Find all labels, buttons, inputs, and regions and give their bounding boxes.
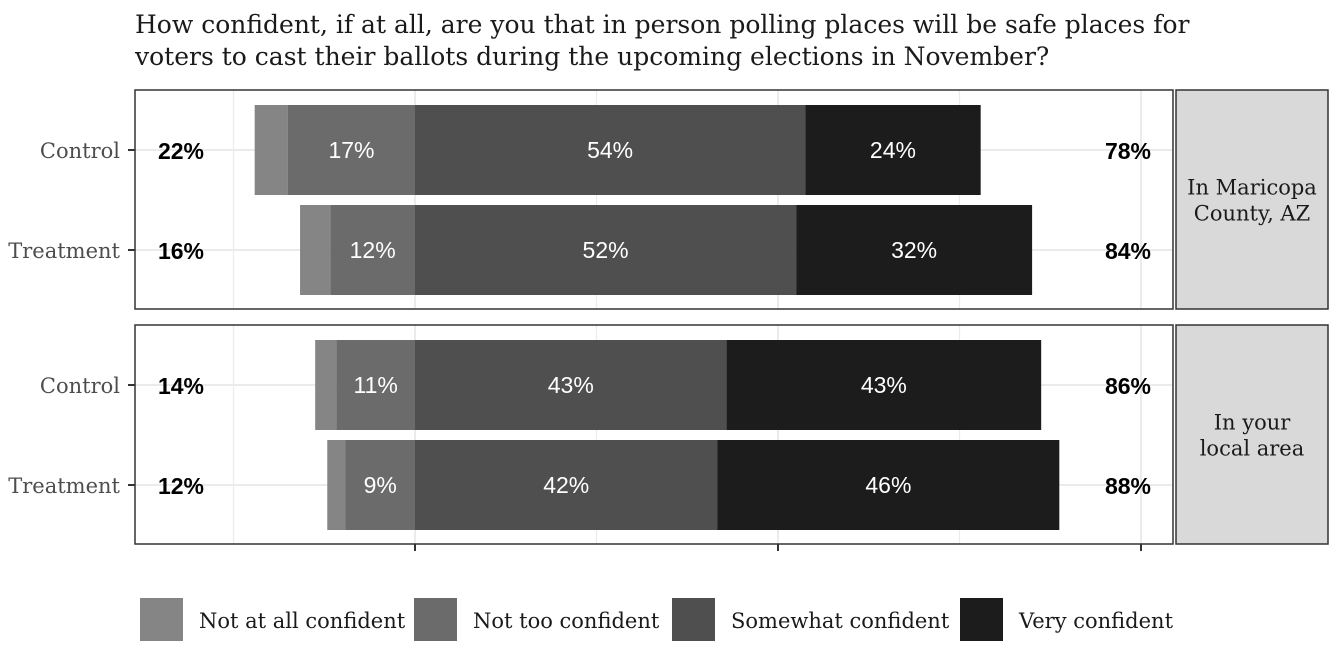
chart-title-line-1: How confident, if at all, are you that i…: [135, 10, 1189, 39]
bar-segment-not-at-all-confident: [315, 340, 336, 430]
positive-total-label: 86%: [1105, 373, 1151, 399]
panel-2: 11% 43% 43% 14% 86% Control 9% 42% 46% 12% 88% Trea…: [8, 325, 1328, 544]
negative-total-label: 16%: [158, 238, 204, 264]
data-label-very-confident: 32%: [891, 237, 937, 263]
legend-swatch: [960, 598, 1003, 641]
facet-strip: [1176, 90, 1328, 309]
data-label-very-confident: 46%: [865, 472, 911, 498]
legend-swatch: [414, 598, 457, 641]
facet-label: In Maricopa: [1187, 176, 1317, 200]
bar-segment-not-at-all-confident: [255, 105, 288, 195]
legend-item-not-at-all-confident: Not at all confident: [140, 598, 406, 641]
data-label-somewhat-confident: 52%: [583, 237, 629, 263]
negative-total-label: 22%: [158, 138, 204, 164]
legend-label: Very confident: [1018, 609, 1174, 633]
y-tick-label: Treatment: [8, 239, 120, 263]
bar-segment-not-at-all-confident: [300, 205, 330, 295]
bar-row-treatment: 12% 52% 32% 16% 84%: [158, 205, 1151, 295]
legend-item-not-too-confident: Not too confident: [414, 598, 660, 641]
data-label-not-too-confident: 12%: [350, 237, 396, 263]
legend-swatch: [140, 598, 183, 641]
legend: Not at all confident Not too confident Som…: [140, 598, 1174, 641]
facet-label: County, AZ: [1194, 202, 1310, 226]
facet-strip: [1176, 325, 1328, 544]
legend-label: Not at all confident: [199, 609, 406, 633]
legend-label: Somewhat confident: [731, 609, 950, 633]
data-label-very-confident: 24%: [870, 137, 916, 163]
data-label-somewhat-confident: 43%: [548, 372, 594, 398]
legend-swatch: [672, 598, 715, 641]
x-axis: [415, 544, 1141, 551]
positive-total-label: 78%: [1105, 138, 1151, 164]
negative-total-label: 14%: [158, 373, 204, 399]
facet-label: In your: [1214, 411, 1292, 435]
plot-panels: 17% 54% 24% 22% 78% Control 12% 52% 32% 16% 84% Tre…: [8, 90, 1328, 544]
positive-total-label: 88%: [1105, 473, 1151, 499]
data-label-somewhat-confident: 54%: [587, 137, 633, 163]
data-label-very-confident: 43%: [861, 372, 907, 398]
bar-segment-not-at-all-confident: [327, 440, 345, 530]
y-tick-label: Control: [40, 139, 120, 163]
facet-label: local area: [1200, 437, 1305, 461]
legend-item-somewhat-confident: Somewhat confident: [672, 598, 950, 641]
legend-label: Not too confident: [473, 609, 660, 633]
positive-total-label: 84%: [1105, 238, 1151, 264]
y-tick-label: Control: [40, 374, 120, 398]
negative-total-label: 12%: [158, 473, 204, 499]
data-label-not-too-confident: 11%: [354, 372, 398, 398]
chart-title-line-2: voters to cast their ballots during the …: [134, 42, 1049, 71]
data-label-somewhat-confident: 42%: [543, 472, 589, 498]
data-label-not-too-confident: 17%: [328, 137, 374, 163]
panel-1: 17% 54% 24% 22% 78% Control 12% 52% 32% 16% 84% Tre…: [8, 90, 1328, 309]
legend-item-very-confident: Very confident: [960, 598, 1174, 641]
y-tick-label: Treatment: [8, 474, 120, 498]
data-label-not-too-confident: 9%: [364, 472, 397, 498]
